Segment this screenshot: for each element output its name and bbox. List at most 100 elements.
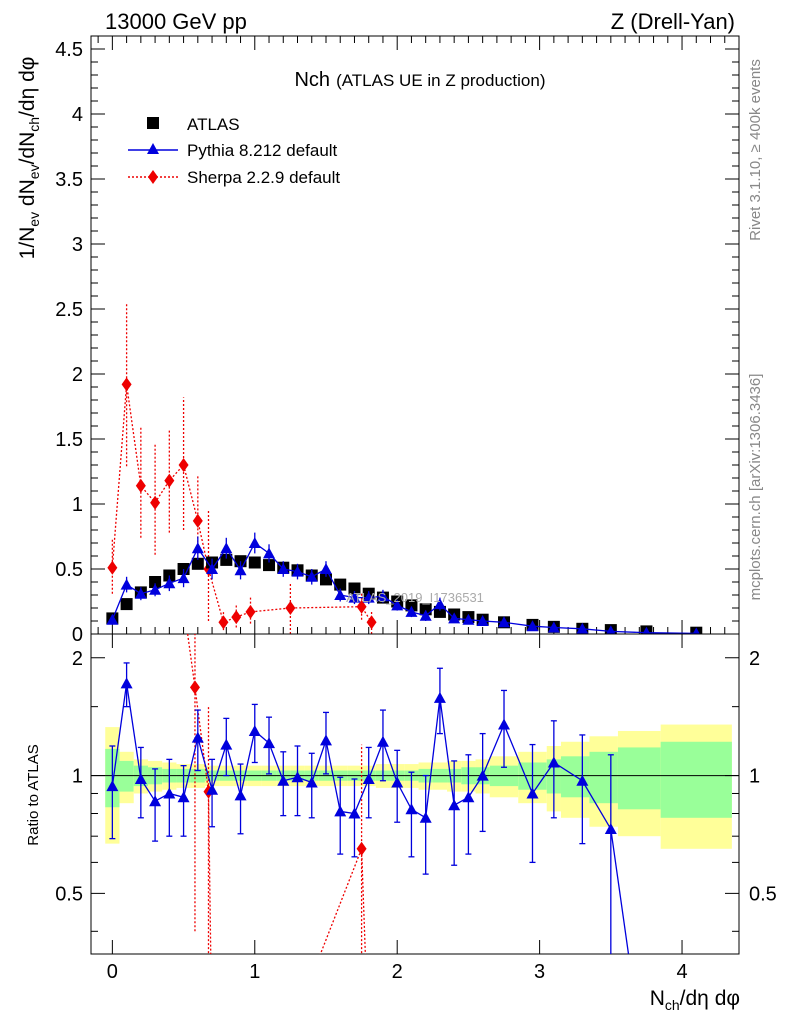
ratio-plot-area: 0 1 2 3 4 0.5 0.5 1 1 2 2 <box>55 633 777 983</box>
watermark: ATLAS_2019_I1736531 <box>346 590 484 605</box>
y-label-part: 1/N <box>16 227 39 260</box>
legend: ATLAS Pythia 8.212 default Sherpa 2.2.9 … <box>128 115 340 187</box>
legend-atlas-label: ATLAS <box>187 115 240 134</box>
x-axis-label: Nch/dη dφ <box>650 987 740 1013</box>
pythia-ratio-point <box>191 731 204 743</box>
pythia-ratio-point <box>305 776 318 788</box>
header-right: Z (Drell-Yan) <box>611 9 735 34</box>
pythia-point <box>462 613 475 625</box>
pythia-point <box>419 609 432 621</box>
atlas-point <box>419 603 432 616</box>
pythia-ratio-point <box>476 769 489 781</box>
y-tick-label: 0 <box>72 624 83 646</box>
pythia-point <box>334 589 347 600</box>
ratio-y-tick-label: 2 <box>72 648 83 670</box>
pythia-ratio-point <box>334 805 347 817</box>
sherpa-point <box>178 458 189 472</box>
pythia-point <box>206 563 219 574</box>
y-tick-label: 2 <box>72 364 83 386</box>
pythia-line <box>111 542 697 634</box>
atlas-point <box>348 582 361 595</box>
atlas-point <box>248 556 261 569</box>
pythia-ratio-point <box>177 791 190 803</box>
y-tick-label: 1.5 <box>55 429 83 451</box>
y-label-sub: ev <box>26 212 42 227</box>
pythia-point <box>576 622 589 634</box>
pythia-point <box>498 616 511 628</box>
legend-pythia-label: Pythia 8.212 default <box>187 141 338 160</box>
pythia-ratio-point <box>498 718 511 730</box>
pythia-point <box>291 565 304 577</box>
atlas-point <box>405 599 418 612</box>
pythia-ratio-point <box>277 774 290 786</box>
ratio-band-inner <box>119 760 134 792</box>
pythia-ratio-point <box>263 737 276 749</box>
pythia-point <box>248 537 261 548</box>
pythia-point <box>177 572 190 584</box>
y-tick-label: 2.5 <box>55 299 83 321</box>
pythia-ratio-point <box>362 772 375 784</box>
ratio-y-tick-label: 0.5 <box>55 883 83 905</box>
ratio-band-inner <box>660 741 732 818</box>
pythia-point <box>476 615 489 626</box>
ratio-y-axis-label: Ratio to ATLAS <box>25 744 42 845</box>
pythia-point <box>642 626 651 634</box>
pythia-ratio-point <box>526 787 539 799</box>
y-tick-label: 0.5 <box>55 559 83 581</box>
x-label-part: /dη dφ <box>680 987 740 1010</box>
ratio-panel: 0 1 2 3 4 0.5 0.5 1 1 2 2 Ratio to ATLAS Nch/dη dφ <box>25 633 777 1013</box>
sherpa-ratio-point <box>189 680 200 695</box>
ratio-y-tick-label-right: 1 <box>749 766 760 788</box>
legend-atlas-marker <box>147 117 159 129</box>
y-tick-label: 3 <box>72 234 83 256</box>
pythia-point <box>526 620 539 632</box>
pythia-point <box>348 591 361 603</box>
pythia-point <box>391 599 404 611</box>
y-label-part: dN <box>16 179 39 212</box>
pythia-point <box>263 547 276 559</box>
pythia-ratio-point <box>149 795 162 807</box>
sherpa-ratio-point <box>356 841 367 856</box>
pythia-ratio-point <box>291 771 304 783</box>
pythia-ratio-point <box>419 811 432 823</box>
pythia-point <box>305 570 318 582</box>
sherpa-point <box>245 604 256 619</box>
pythia-ratio-point <box>319 734 332 746</box>
pythia-ratio-point <box>448 799 461 811</box>
ratio-y-tick-label-right: 0.5 <box>749 883 777 905</box>
pythia-point <box>220 542 233 554</box>
y-tick-label: 3.5 <box>55 169 83 191</box>
sherpa-point <box>366 615 377 630</box>
pythia-ratio-point <box>405 803 418 815</box>
pythia-point <box>433 598 446 610</box>
pythia-ratio-point <box>106 780 119 792</box>
pythia-ratio-point <box>391 776 404 788</box>
pythia-ratio-point <box>248 724 261 736</box>
atlas-point <box>191 557 204 570</box>
pythia-point <box>134 587 147 599</box>
legend-pythia-marker <box>147 143 159 154</box>
pythia-point <box>120 578 133 590</box>
legend-sherpa-marker <box>148 170 158 184</box>
atlas-point <box>149 576 162 588</box>
pythia-point <box>191 542 204 554</box>
pythia-ratio-point <box>220 738 233 750</box>
y-tick-label: 4 <box>72 104 83 126</box>
x-tick-label: 1 <box>249 961 260 983</box>
sherpa-point <box>164 473 175 488</box>
sherpa-point <box>218 615 229 630</box>
legend-sherpa-label: Sherpa 2.2.9 default <box>187 168 340 187</box>
x-label-part: N <box>650 987 665 1010</box>
pythia-point <box>362 591 375 603</box>
sherpa-point <box>356 599 367 614</box>
sherpa-point <box>121 377 132 392</box>
ratio-band-inner <box>589 751 618 804</box>
atlas-point <box>220 553 233 566</box>
pythia-point <box>106 613 119 625</box>
pythia-point <box>448 612 461 624</box>
main-plot-frame <box>90 35 740 635</box>
pythia-ratio-point <box>134 772 147 784</box>
x-tick-label: 4 <box>676 961 687 983</box>
atlas-point <box>263 559 276 572</box>
